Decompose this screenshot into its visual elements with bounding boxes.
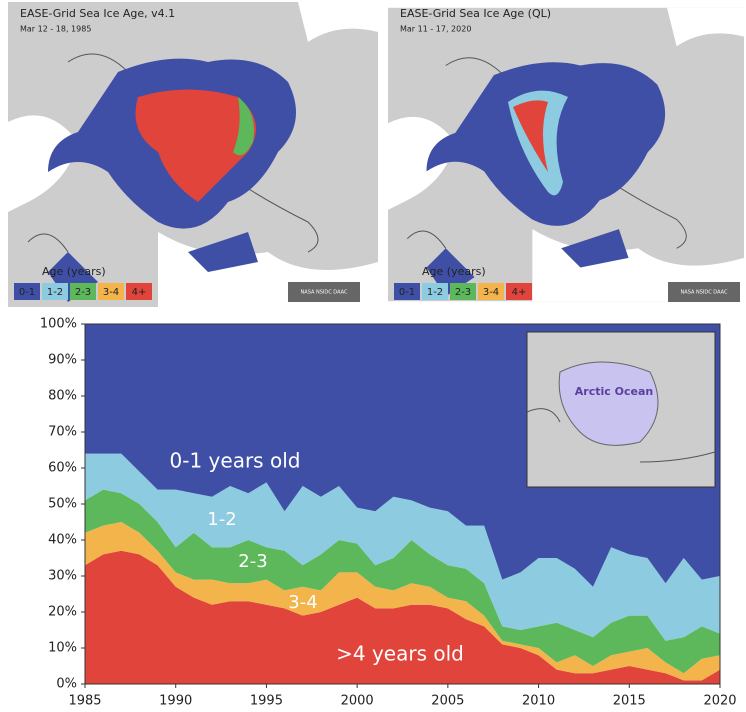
y-tick-label: 10% [48, 641, 77, 656]
y-tick-label: 60% [48, 461, 77, 476]
map-title: EASE-Grid Sea Ice Age (QL) [400, 7, 551, 20]
map-date: Mar 11 - 17, 2020 [400, 25, 471, 34]
inset-label: Arctic Ocean [575, 385, 653, 398]
y-tick-label: 40% [48, 533, 77, 548]
y-tick-label: 70% [48, 425, 77, 440]
credit: NASA NSIDC DAAC [301, 290, 348, 296]
x-tick-label: 1990 [159, 694, 192, 709]
legend-label: 2-3 [75, 287, 91, 298]
y-tick-label: 100% [40, 317, 77, 332]
series-label: 1-2 [207, 509, 236, 530]
x-tick-label: 2005 [431, 694, 464, 709]
y-tick-label: 20% [48, 605, 77, 620]
series-label: >4 years old [336, 642, 464, 666]
legend-title: Age (years) [42, 265, 106, 278]
map-2020: EASE-Grid Sea Ice Age (QL) Mar 11 - 17, 2… [388, 2, 744, 307]
y-tick-label: 90% [48, 353, 77, 368]
credit: NASA NSIDC DAAC [681, 290, 728, 296]
x-tick-label: 1985 [68, 694, 101, 709]
map-date: Mar 12 - 18, 1985 [20, 25, 91, 34]
series-label: 2-3 [238, 551, 267, 572]
x-tick-label: 2000 [341, 694, 374, 709]
legend-label: 4+ [132, 287, 147, 298]
legend-title: Age (years) [422, 265, 486, 278]
map-title: EASE-Grid Sea Ice Age, v4.1 [20, 7, 175, 20]
x-tick-label: 2010 [522, 694, 555, 709]
y-tick-label: 50% [48, 497, 77, 512]
legend-label: 2-3 [455, 287, 471, 298]
y-tick-label: 80% [48, 389, 77, 404]
series-label: 3-4 [288, 592, 317, 613]
legend-label: 0-1 [399, 287, 415, 298]
x-tick-label: 2015 [613, 694, 646, 709]
legend-label: 3-4 [103, 287, 119, 298]
map-1985: EASE-Grid Sea Ice Age, v4.1 Mar 12 - 18, … [8, 2, 378, 307]
inset-map: Arctic Ocean [527, 332, 715, 487]
chart: >4 years old 3-4 2-31-2 0-1 years old 0% 10% 2… [0, 312, 746, 712]
y-tick-label: 0% [56, 677, 77, 692]
x-tick-label: 1995 [250, 694, 283, 709]
legend-label: 0-1 [19, 287, 35, 298]
series-label: 0-1 years old [170, 449, 301, 473]
legend-label: 1-2 [427, 287, 443, 298]
legend-label: 3-4 [483, 287, 499, 298]
legend-label: 1-2 [47, 287, 63, 298]
y-tick-label: 30% [48, 569, 77, 584]
legend-label: 4+ [512, 287, 527, 298]
page: {"maps": [ {"title": "EASE-Grid Sea Ice … [0, 0, 746, 712]
x-tick-label: 2020 [703, 694, 736, 709]
